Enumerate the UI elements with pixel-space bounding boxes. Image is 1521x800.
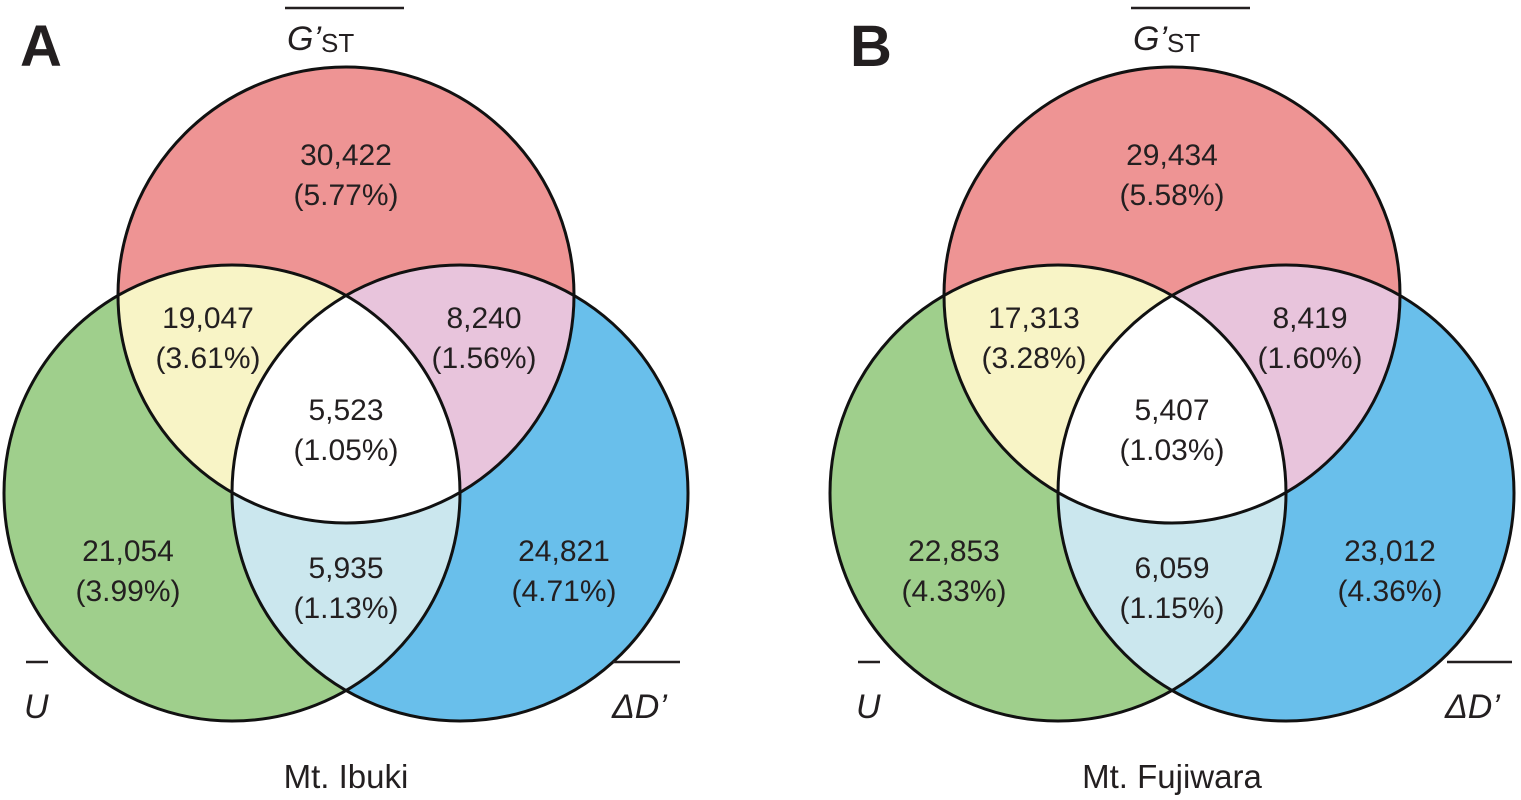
set-label-u: U (856, 660, 881, 726)
region-all-pct: (1.03%) (1119, 434, 1224, 467)
region-g-d-pct: (1.56%) (431, 342, 536, 375)
region-g-only-count: 29,434 (1126, 139, 1218, 172)
region-u-d-count: 5,935 (308, 552, 383, 585)
set-d-outline (1056, 263, 1516, 723)
set-label-g-sub: ST (321, 28, 354, 58)
region-d-only-count: 23,012 (1344, 535, 1436, 568)
region-d-only-pct: (4.36%) (1337, 575, 1442, 608)
region-g-d-count: 8,419 (1272, 302, 1347, 335)
set-u-outline (828, 263, 1288, 723)
region-all-fill (1058, 265, 1286, 523)
region-u-only-count: 21,054 (82, 535, 174, 568)
region-g-only-pct: (5.58%) (1119, 179, 1224, 212)
set-label-u-text: U (856, 688, 881, 726)
region-all-count: 5,523 (308, 394, 383, 427)
region-g-u-count: 17,313 (988, 302, 1080, 335)
region-g-only-count: 30,422 (300, 139, 392, 172)
set-label-u: U (24, 660, 49, 726)
set-label-g-sub: ST (1167, 28, 1200, 58)
set-u-outline (2, 263, 462, 723)
region-d-only-count: 24,821 (518, 535, 610, 568)
panel-a: A 30,422 (5.77%) 19,047 (3.61%) 8,240 (1… (2, 6, 690, 795)
set-label-d: ΔD’ (611, 660, 680, 726)
region-u-only-pct: (4.33%) (901, 575, 1006, 608)
set-label-g: G’ST (285, 6, 404, 58)
region-g-d-count: 8,240 (446, 302, 521, 335)
set-d-outline (230, 263, 690, 723)
region-g-u-pct: (3.61%) (155, 342, 260, 375)
panel-letter-b: B (850, 14, 892, 79)
region-g-u-pct: (3.28%) (981, 342, 1086, 375)
panel-caption-b: Mt. Fujiwara (1082, 758, 1262, 795)
region-u-d-pct: (1.13%) (293, 592, 398, 625)
set-label-g-text: G’ST (287, 20, 354, 58)
set-label-d: ΔD’ (1444, 660, 1512, 726)
region-u-d-pct: (1.15%) (1119, 592, 1224, 625)
region-u-only-count: 22,853 (908, 535, 1000, 568)
set-label-d-text: ΔD’ (611, 688, 667, 726)
set-label-g-main: G’ (1133, 20, 1167, 58)
panel-b: B 29,434 (5.58%) 17,313 (3.28%) 8,419 (1… (828, 6, 1516, 795)
set-label-g-text: G’ST (1133, 20, 1200, 58)
region-u-d-count: 6,059 (1134, 552, 1209, 585)
region-all-fill (232, 265, 460, 523)
region-all-count: 5,407 (1134, 394, 1209, 427)
region-g-u-count: 19,047 (162, 302, 254, 335)
set-label-g-main: G’ (287, 20, 321, 58)
region-d-only-pct: (4.71%) (511, 575, 616, 608)
panel-caption-a: Mt. Ibuki (284, 758, 409, 795)
region-all-pct: (1.05%) (293, 434, 398, 467)
region-g-d-pct: (1.60%) (1257, 342, 1362, 375)
set-label-g: G’ST (1131, 6, 1250, 58)
set-label-u-text: U (24, 688, 49, 726)
set-label-d-text: ΔD’ (1444, 688, 1500, 726)
panel-letter-a: A (20, 14, 62, 79)
region-u-only-pct: (3.99%) (75, 575, 180, 608)
region-g-only-pct: (5.77%) (293, 179, 398, 212)
